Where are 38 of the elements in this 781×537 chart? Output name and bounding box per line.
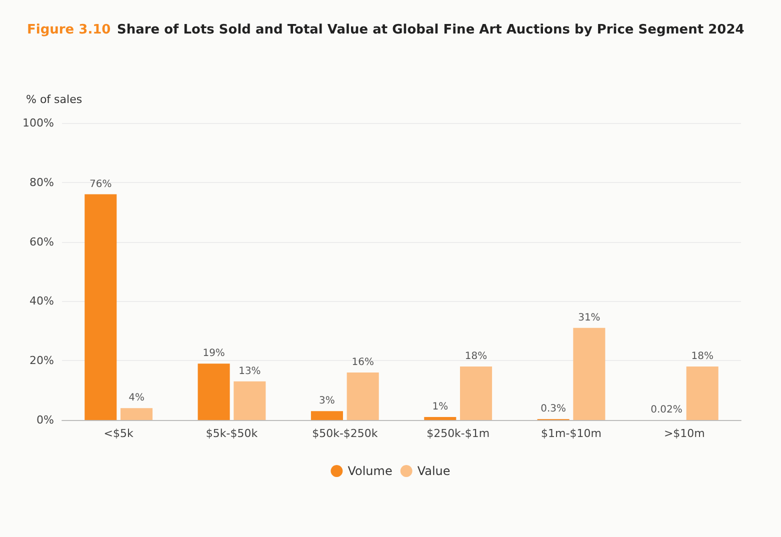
data-label: 76% [90,178,112,190]
y-tick-label: 0% [36,414,54,426]
data-label: 4% [128,392,144,404]
data-label: 19% [202,348,225,360]
y-tick-label: 80% [30,176,54,189]
x-tick-label: $5k-$50k [206,427,258,440]
x-tick-label: $50k-$250k [312,427,378,440]
bar [573,328,606,420]
x-tick-label: <$5k [104,427,134,440]
bar [346,372,379,420]
y-tick-label: 100% [22,116,54,130]
bar [310,411,343,420]
bar [198,364,230,420]
x-tick-label: >$10m [664,427,705,440]
bar [120,408,153,420]
data-label: 1% [432,402,448,413]
bar [84,194,117,420]
data-label: 16% [352,356,374,368]
bar [686,366,718,420]
legend-label: Value [417,464,450,478]
y-tick-label: 20% [30,354,54,368]
data-label: 18% [464,351,488,362]
data-label: 18% [691,351,714,362]
x-tick-label: $250k-$1m [426,427,490,440]
bar [234,381,266,420]
data-label: 13% [238,366,261,377]
data-label: 31% [578,312,600,324]
data-label: 0.3% [540,404,566,415]
y-axis-title: % of sales [26,93,82,106]
bar [460,366,492,420]
data-label: 3% [319,396,335,407]
data-label: 0.02% [650,404,682,416]
y-tick-label: 40% [30,294,54,308]
x-tick-label: $1m-$10m [541,427,602,440]
bar [424,417,456,420]
legend-label: Volume [348,464,392,478]
y-tick-label: 60% [30,235,54,248]
chart-title: Figure 3.10 Share of Lots Sold and Total Value at Global Fine Art Auctions by Price Segment 2024 [27,22,744,38]
